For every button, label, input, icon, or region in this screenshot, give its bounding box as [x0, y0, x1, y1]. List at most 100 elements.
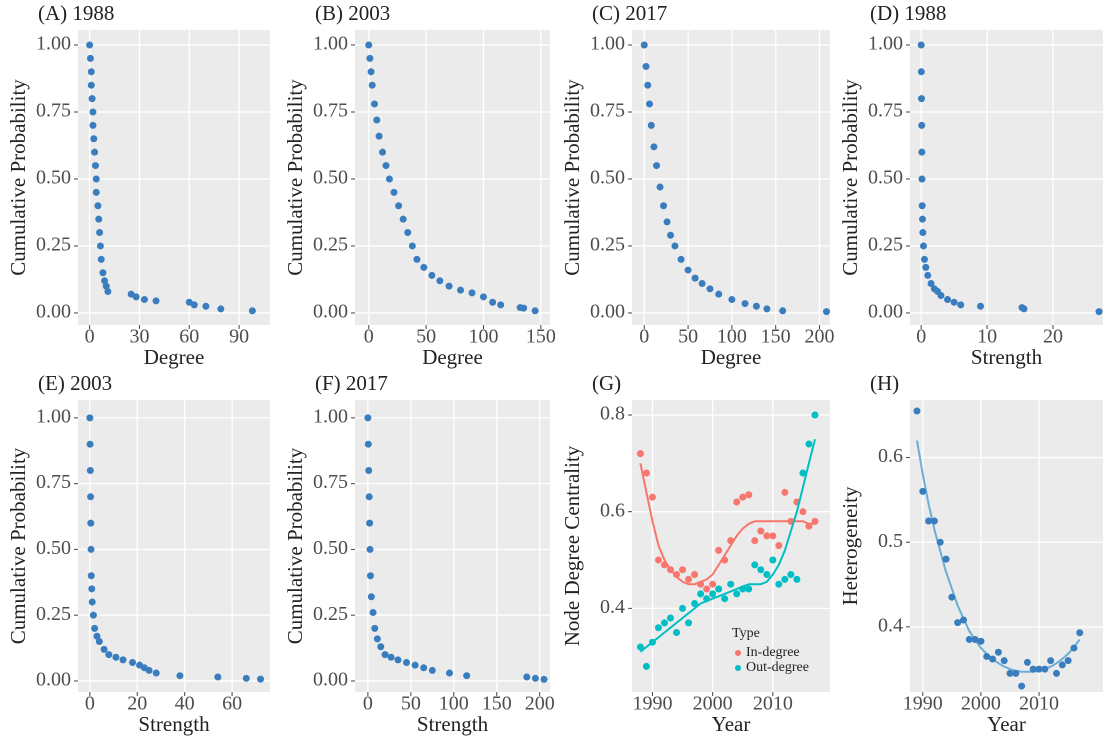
point	[242, 674, 250, 682]
y-tick-label: 0.25	[313, 603, 348, 625]
point	[642, 469, 650, 477]
point	[805, 440, 813, 448]
point	[91, 162, 99, 170]
point	[86, 467, 94, 475]
point	[89, 108, 97, 116]
y-tick-label: 0.00	[313, 669, 348, 691]
point	[697, 580, 705, 588]
point	[365, 41, 373, 49]
point	[691, 600, 699, 608]
point	[936, 538, 944, 546]
x-tick-label: 150	[482, 693, 512, 715]
point	[89, 121, 97, 129]
point	[445, 669, 453, 677]
x-tick-label: 60	[222, 693, 242, 715]
point	[920, 255, 928, 263]
panel: (F) 2017 0.00 0.25 0.50 0.75 1.00 0 50 100 150 200…	[283, 371, 555, 736]
x-tick-label: 0	[85, 693, 95, 715]
y-tick-label: 0.75	[313, 100, 348, 122]
point	[799, 508, 807, 516]
point	[202, 302, 210, 310]
point	[1012, 669, 1020, 677]
point	[741, 300, 749, 308]
y-tick-label: 0.50	[313, 537, 348, 559]
point	[457, 286, 465, 294]
point	[671, 242, 679, 250]
point	[918, 202, 926, 210]
y-tick-label: 0.00	[590, 301, 625, 323]
point	[728, 296, 736, 304]
y-tick-label: 0.50	[36, 537, 71, 559]
point	[971, 636, 979, 644]
point	[1000, 657, 1008, 665]
point	[408, 242, 416, 250]
x-tick-label: 10	[977, 326, 997, 348]
point	[636, 450, 644, 458]
point	[373, 116, 381, 124]
panel-title: (A) 1988	[38, 1, 114, 25]
y-tick-label: 1.00	[36, 33, 71, 55]
point	[822, 308, 830, 316]
point	[709, 580, 717, 588]
legend-label: Out-degree	[746, 660, 809, 675]
fit-line	[639, 438, 816, 653]
point	[976, 302, 984, 310]
y-tick-label: 0.75	[868, 100, 903, 122]
x-tick-label: 30	[129, 326, 149, 348]
y-tick-label: 1.00	[590, 33, 625, 55]
x-axis-label: Strength	[417, 712, 489, 736]
point	[942, 555, 950, 563]
point	[733, 498, 741, 506]
point	[763, 571, 771, 579]
point	[781, 488, 789, 496]
point	[954, 619, 962, 627]
point	[924, 271, 932, 279]
point	[950, 298, 958, 306]
point	[105, 651, 113, 659]
y-tick-label: 0.75	[36, 100, 71, 122]
point	[650, 143, 658, 151]
point	[373, 635, 381, 643]
point	[87, 493, 95, 501]
y-axis-label: Cumulative Probability	[560, 79, 584, 276]
x-tick-label: 1990	[632, 693, 672, 715]
point	[87, 572, 95, 580]
point	[769, 556, 777, 564]
x-tick-label: 50	[416, 326, 436, 348]
point	[366, 519, 374, 527]
point	[913, 407, 921, 415]
point	[100, 645, 108, 653]
point	[445, 282, 453, 290]
point	[779, 307, 787, 315]
point	[691, 571, 699, 579]
point	[411, 661, 419, 669]
x-tick-label: 0	[916, 326, 926, 348]
point	[787, 571, 795, 579]
point	[1018, 682, 1026, 690]
point	[965, 636, 973, 644]
y-tick-label: 0.25	[36, 603, 71, 625]
y-axis-label: Cumulative Probability	[838, 79, 862, 276]
point	[922, 263, 930, 271]
fit-line	[916, 440, 1081, 673]
point	[1064, 657, 1072, 665]
point	[685, 575, 693, 583]
y-tick-label: 0.00	[868, 301, 903, 323]
point	[368, 81, 376, 89]
point	[1047, 657, 1055, 665]
point	[918, 175, 926, 183]
point	[757, 527, 765, 535]
y-tick-label: 0.75	[590, 100, 625, 122]
point	[727, 537, 735, 545]
plot-background	[355, 30, 550, 325]
point	[646, 100, 654, 108]
point	[365, 493, 373, 501]
point	[919, 487, 927, 495]
point	[648, 638, 656, 646]
point	[87, 68, 95, 76]
point	[745, 585, 753, 593]
x-tick-label: 60	[179, 326, 199, 348]
x-tick-label: 20	[127, 693, 147, 715]
